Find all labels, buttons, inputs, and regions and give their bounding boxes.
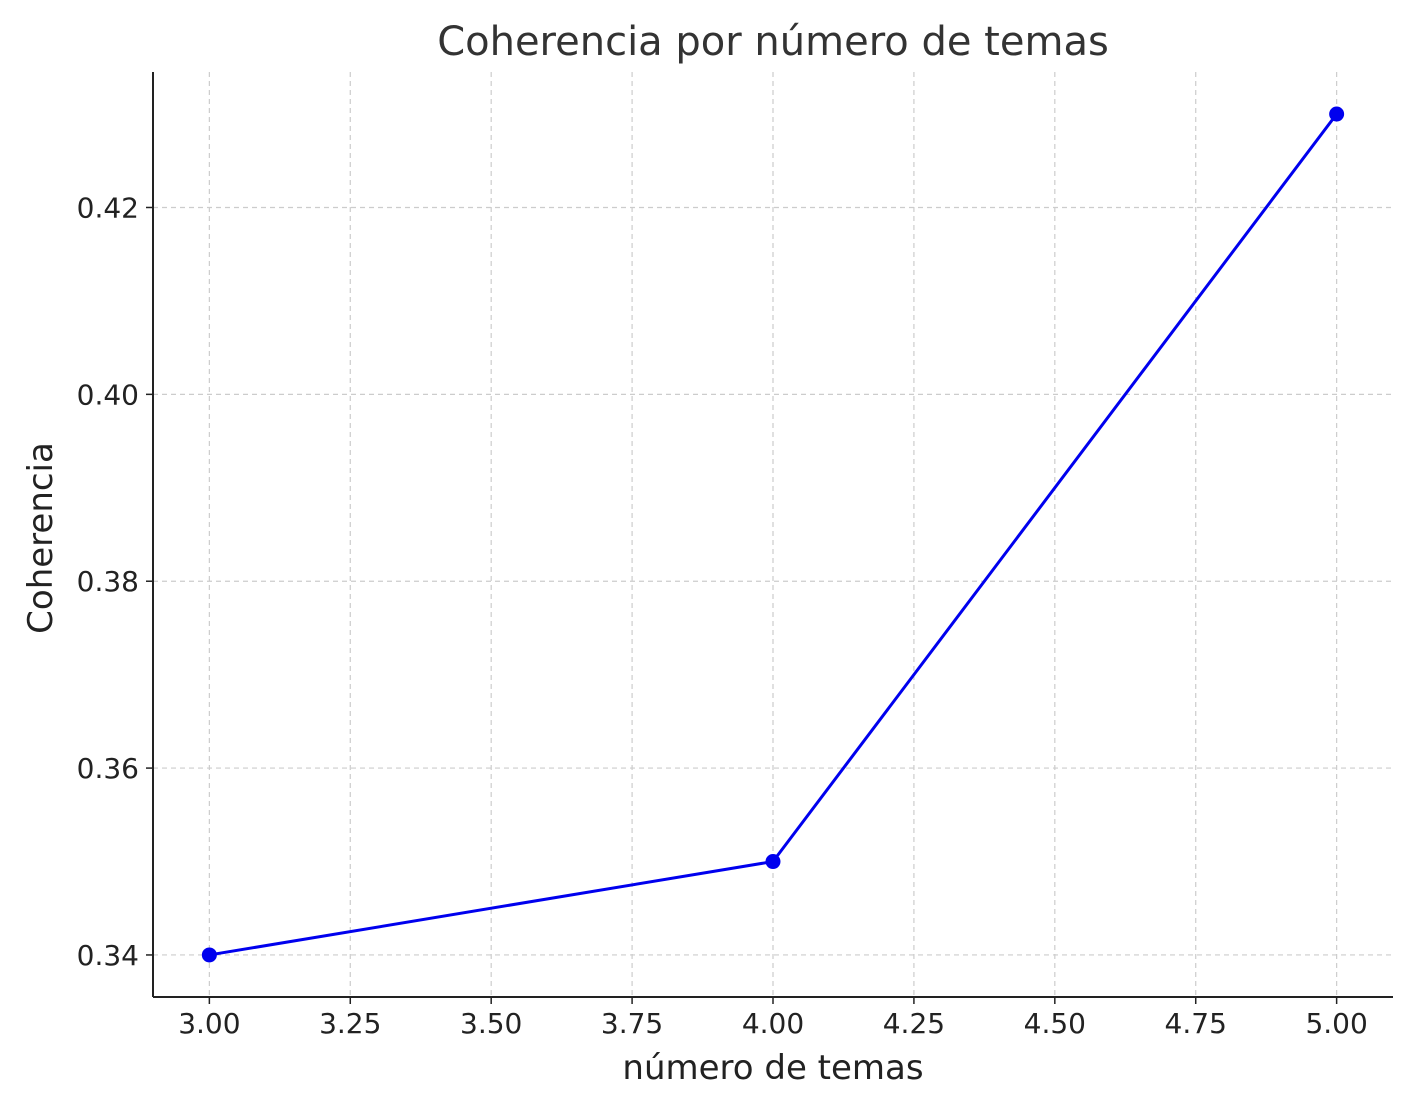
- data-point: [201, 947, 217, 963]
- y-tick-label: 0.34: [77, 939, 139, 972]
- x-tick-label: 4.00: [742, 1007, 804, 1040]
- y-tick-label: 0.38: [77, 565, 139, 598]
- x-tick-label: 5.00: [1305, 1007, 1367, 1040]
- y-tick-label: 0.42: [77, 191, 139, 224]
- tick-layer: 3.00 3.25 3.50 3.75 4.00 4.25 4.50 4.75 5.00 0.34…: [77, 191, 1368, 1040]
- grid-layer: [153, 72, 1393, 997]
- x-tick-label: 3.75: [601, 1007, 663, 1040]
- x-tick-label: 4.75: [1165, 1007, 1227, 1040]
- x-tick-label: 3.25: [319, 1007, 381, 1040]
- x-axis-label: número de temas: [622, 1048, 923, 1088]
- x-tick-label: 4.50: [1024, 1007, 1086, 1040]
- x-tick-label: 3.00: [178, 1007, 240, 1040]
- y-tick-label: 0.40: [77, 378, 139, 411]
- y-tick-label: 0.36: [77, 752, 139, 785]
- data-point: [765, 854, 781, 870]
- data-point: [1329, 106, 1345, 122]
- chart-title: Coherencia por número de temas: [437, 19, 1109, 65]
- x-tick-label: 4.25: [883, 1007, 945, 1040]
- y-axis-label: Coherencia: [21, 442, 61, 634]
- x-tick-label: 3.50: [460, 1007, 522, 1040]
- series-layer: [201, 106, 1345, 963]
